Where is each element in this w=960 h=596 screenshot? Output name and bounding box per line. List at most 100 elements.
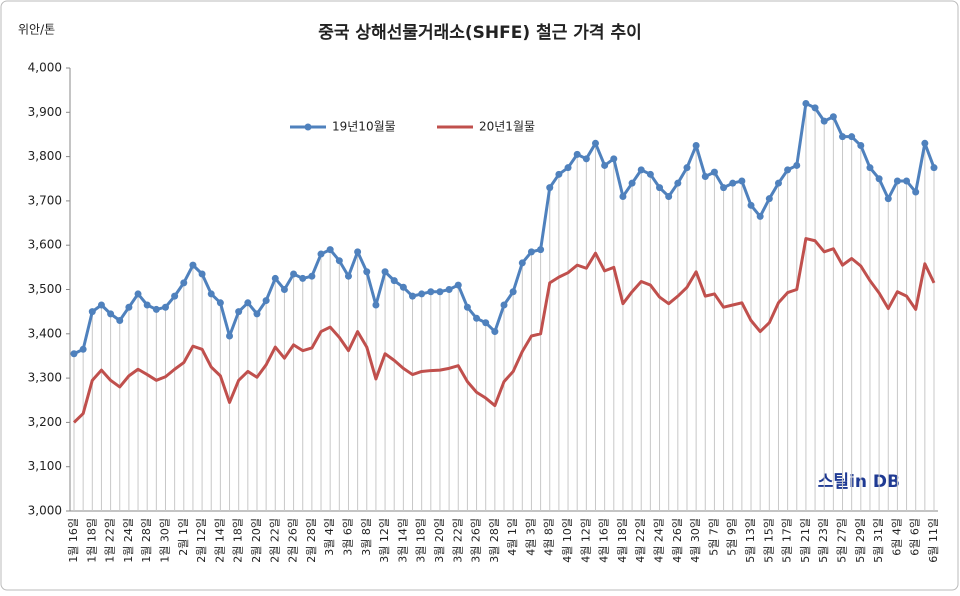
x-tick-label: 1월 30일 xyxy=(157,518,171,563)
x-tick-label: 4월 18일 xyxy=(615,518,629,563)
x-tick-label: 4월 10일 xyxy=(560,518,574,563)
point xyxy=(427,288,435,296)
x-tick-label: 3월 12일 xyxy=(377,518,391,563)
point xyxy=(820,117,828,125)
point xyxy=(903,177,911,185)
point xyxy=(591,139,599,147)
legend-label: 20년1월물 xyxy=(479,120,535,134)
point xyxy=(619,192,627,200)
x-tick-label: 4월 8일 xyxy=(542,518,556,556)
point xyxy=(390,277,398,285)
x-tick-label: 5월 29일 xyxy=(853,518,867,563)
point xyxy=(280,286,288,293)
point xyxy=(866,164,874,172)
point xyxy=(564,164,572,172)
point xyxy=(116,317,124,325)
x-tick-label: 5월 17일 xyxy=(780,518,794,563)
point xyxy=(344,272,352,280)
x-tick-label: 6월 11일 xyxy=(926,518,940,563)
x-tick-label: 5월 15일 xyxy=(761,518,775,563)
x-tick-label: 6월 4일 xyxy=(889,518,903,556)
x-tick-label: 3월 28일 xyxy=(487,518,501,563)
y-tick-label: 3,700 xyxy=(28,193,62,207)
point xyxy=(784,166,792,174)
point xyxy=(372,301,380,309)
point xyxy=(848,133,856,141)
y-axis-label: 위안/톤 xyxy=(18,23,55,37)
x-tick-label: 3월 6일 xyxy=(340,518,354,556)
point xyxy=(811,104,819,112)
point xyxy=(143,301,151,309)
watermark: 스틸in DB xyxy=(818,471,900,492)
point xyxy=(930,164,938,172)
point xyxy=(226,332,234,340)
point xyxy=(893,177,901,185)
x-tick-label: 4월 3일 xyxy=(523,518,537,556)
point xyxy=(491,328,499,336)
x-tick-label: 6월 6일 xyxy=(908,518,922,556)
point xyxy=(839,133,847,141)
x-tick-label: 5월 13일 xyxy=(743,518,757,563)
point xyxy=(884,195,892,203)
point xyxy=(646,170,654,178)
y-tick-label: 3,400 xyxy=(28,326,62,340)
point xyxy=(573,150,581,158)
legend-marker xyxy=(304,123,312,131)
point xyxy=(253,310,261,318)
point xyxy=(308,272,316,280)
point xyxy=(97,301,105,309)
x-tick-label: 3월 8일 xyxy=(359,518,373,556)
point xyxy=(527,248,535,256)
x-tick-label: 3월 14일 xyxy=(395,518,409,563)
point xyxy=(665,192,673,200)
x-tick-label: 5월 23일 xyxy=(816,518,830,563)
point xyxy=(171,292,179,300)
point xyxy=(729,179,737,187)
x-tick-label: 4월 26일 xyxy=(670,518,684,563)
point xyxy=(637,166,645,174)
point xyxy=(317,250,325,258)
point xyxy=(921,139,929,147)
point xyxy=(857,142,865,150)
point xyxy=(509,288,517,296)
x-tick-label: 4월 12일 xyxy=(578,518,592,563)
point xyxy=(198,270,206,278)
x-tick-label: 3월 20일 xyxy=(432,518,446,563)
point xyxy=(436,288,444,296)
point xyxy=(601,161,609,169)
point xyxy=(335,257,343,265)
point xyxy=(692,142,700,150)
point xyxy=(756,212,764,220)
x-tick-label: 2월 14일 xyxy=(212,518,226,563)
point xyxy=(216,299,224,307)
point xyxy=(70,350,78,358)
point xyxy=(299,274,307,282)
point xyxy=(134,290,142,298)
x-tick-label: 4월 22일 xyxy=(633,518,647,563)
point xyxy=(354,248,362,256)
point xyxy=(518,259,526,267)
point xyxy=(207,290,215,298)
point xyxy=(262,297,270,305)
point xyxy=(445,286,453,293)
x-tick-label: 5월 7일 xyxy=(706,518,720,556)
x-tick-label: 4월 24일 xyxy=(652,518,666,563)
point xyxy=(454,281,462,289)
point xyxy=(235,308,243,316)
x-tick-label: 3월 4일 xyxy=(322,518,336,556)
y-tick-label: 3,900 xyxy=(28,105,62,119)
x-tick-label: 5월 27일 xyxy=(835,518,849,563)
point xyxy=(363,268,371,276)
point xyxy=(473,314,481,322)
x-tick-label: 2월 18일 xyxy=(231,518,245,563)
x-tick-label: 4월 30일 xyxy=(688,518,702,563)
x-tick-label: 1월 24일 xyxy=(121,518,135,563)
point xyxy=(912,188,920,196)
point xyxy=(537,246,545,254)
point xyxy=(747,201,755,209)
point xyxy=(152,305,160,313)
y-tick-label: 3,800 xyxy=(28,149,62,163)
point xyxy=(875,175,883,183)
x-tick-label: 4월 16일 xyxy=(597,518,611,563)
